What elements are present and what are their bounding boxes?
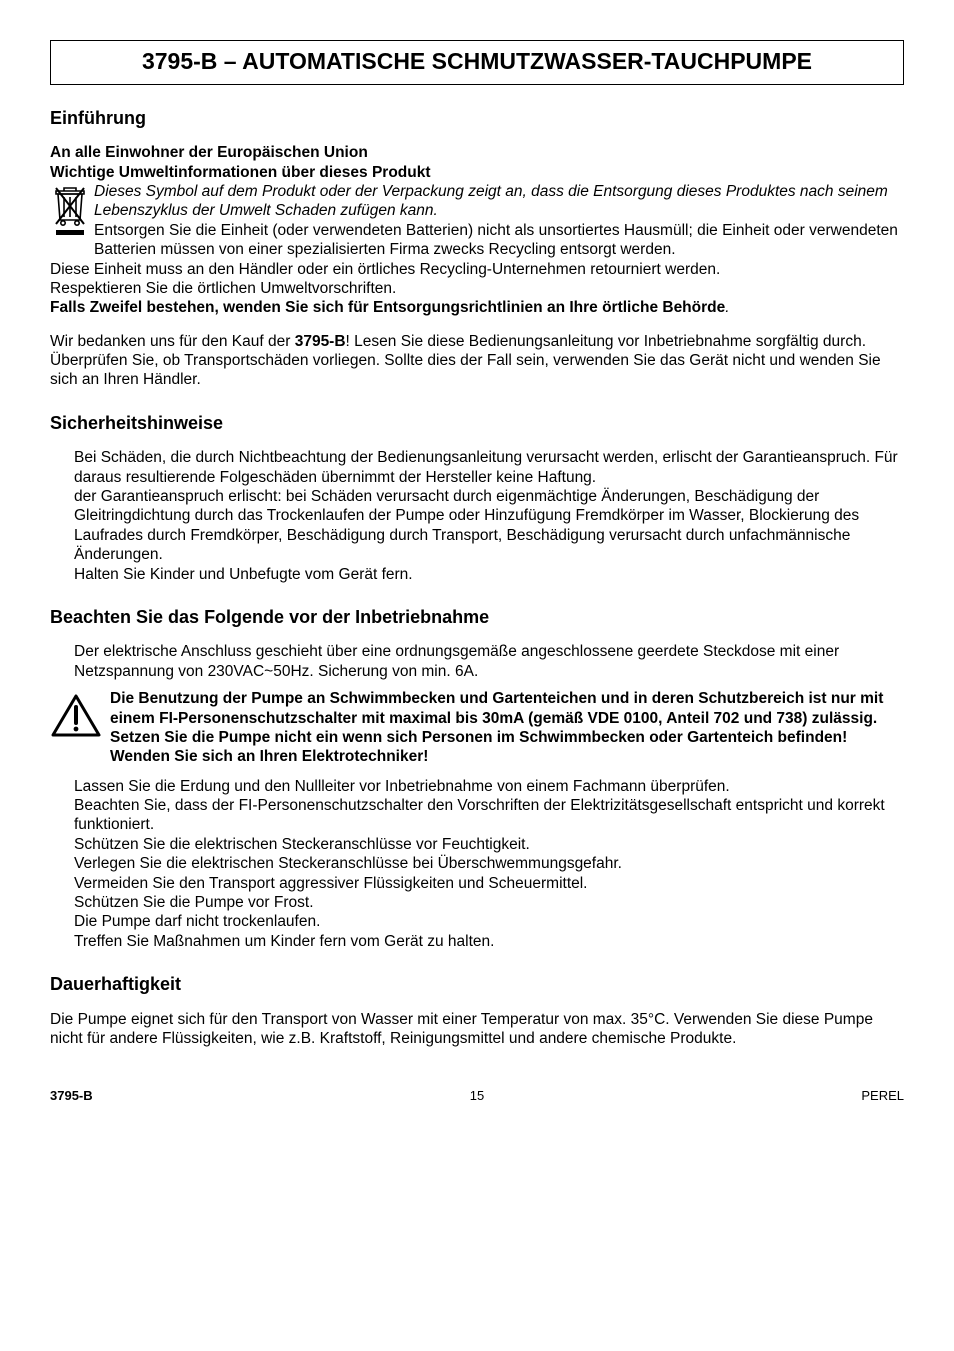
thanks-model: 3795-B (295, 333, 346, 350)
env-line1: Dieses Symbol auf dem Produkt oder der V… (94, 183, 888, 219)
before-item-7: Schützen Sie die Pumpe vor Frost. (74, 893, 904, 912)
before-item-5: Verlegen Sie die elektrischen Steckerans… (74, 854, 904, 873)
env-line2: Entsorgen Sie die Einheit (oder verwende… (94, 222, 898, 258)
document-title: 3795-B – AUTOMATISCHE SCHMUTZWASSER-TAUC… (51, 47, 903, 76)
warning-triangle-icon (50, 689, 110, 744)
title-box: 3795-B – AUTOMATISCHE SCHMUTZWASSER-TAUC… (50, 40, 904, 85)
before-item-9: Treffen Sie Maßnahmen um Kinder fern vom… (74, 932, 904, 951)
environmental-text: Dieses Symbol auf dem Produkt oder der V… (94, 182, 904, 260)
footer-brand: PEREL (861, 1088, 904, 1104)
before-item-8: Die Pumpe darf nicht trockenlaufen. (74, 912, 904, 931)
before-item-4: Schützen Sie die elektrischen Steckerans… (74, 835, 904, 854)
safety-list: Bei Schäden, die durch Nichtbeachtung de… (50, 448, 904, 584)
env-bold-text: Falls Zweifel bestehen, wenden Sie sich … (50, 299, 725, 316)
heading-intro: Einführung (50, 107, 904, 130)
durability-text: Die Pumpe eignet sich für den Transport … (50, 1010, 904, 1049)
before-list-bottom: Lassen Sie die Erdung und den Nullleiter… (50, 777, 904, 951)
safety-item-2: der Garantieanspruch erlischt: bei Schäd… (74, 487, 904, 565)
page-footer: 3795-B 15 PEREL (50, 1088, 904, 1104)
warning-block: Die Benutzung der Pumpe an Schwimmbecken… (50, 689, 904, 767)
weee-bin-icon (50, 182, 94, 241)
heading-durability: Dauerhaftigkeit (50, 973, 904, 996)
env-line4: Respektieren Sie die örtlichen Umweltvor… (50, 279, 904, 298)
before-item-2: Lassen Sie die Erdung und den Nullleiter… (74, 777, 904, 796)
before-list-top: Der elektrische Anschluss geschieht über… (50, 642, 904, 681)
heading-safety: Sicherheitshinweise (50, 412, 904, 435)
env-line3: Diese Einheit muss an den Händler oder e… (50, 260, 904, 279)
eu-heading-1: An alle Einwohner der Europäischen Union (50, 143, 904, 162)
before-item-1: Der elektrische Anschluss geschieht über… (74, 642, 904, 681)
safety-item-1: Bei Schäden, die durch Nichtbeachtung de… (74, 448, 904, 487)
env-bold-suffix: . (725, 299, 729, 316)
footer-model: 3795-B (50, 1088, 93, 1104)
warning-text: Die Benutzung der Pumpe an Schwimmbecken… (110, 689, 904, 767)
environmental-note: Dieses Symbol auf dem Produkt oder der V… (50, 182, 904, 260)
safety-item-3: Halten Sie Kinder und Unbefugte vom Gerä… (74, 565, 904, 584)
heading-before-use: Beachten Sie das Folgende vor der Inbetr… (50, 606, 904, 629)
footer-page-number: 15 (470, 1088, 484, 1104)
thanks-paragraph: Wir bedanken uns für den Kauf der 3795-B… (50, 332, 904, 390)
before-item-6: Vermeiden Sie den Transport aggressiver … (74, 874, 904, 893)
eu-heading-2: Wichtige Umweltinformationen über dieses… (50, 163, 904, 182)
thanks-pre: Wir bedanken uns für den Kauf der (50, 333, 295, 350)
before-item-3: Beachten Sie, dass der FI-Personenschutz… (74, 796, 904, 835)
env-bold-line: Falls Zweifel bestehen, wenden Sie sich … (50, 298, 904, 317)
